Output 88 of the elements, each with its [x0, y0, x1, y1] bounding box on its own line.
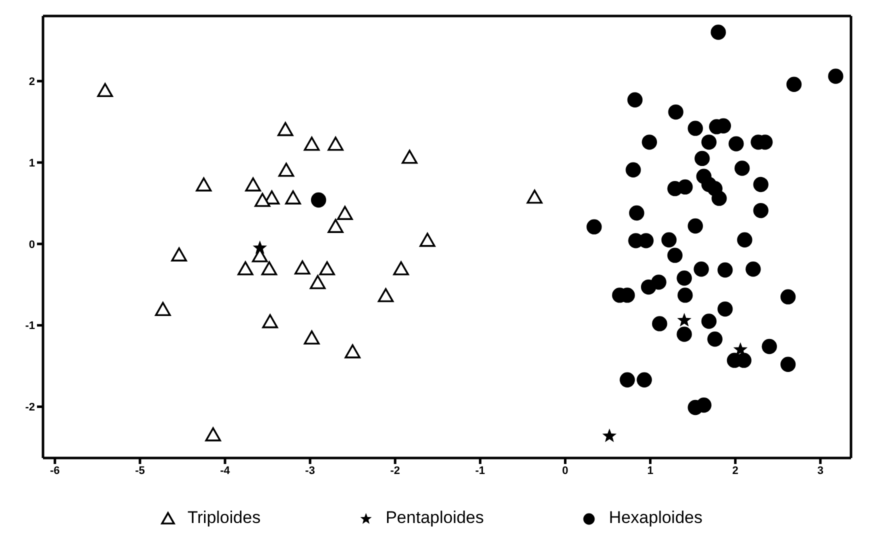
point [310, 192, 326, 208]
point [196, 177, 212, 192]
point [328, 136, 344, 151]
x-tick-label: 2 [732, 464, 738, 477]
point [304, 330, 320, 344]
point [668, 104, 684, 120]
point [688, 120, 703, 136]
legend-label: Hexaploides [608, 508, 702, 528]
point [344, 344, 360, 358]
legend-label: Pentaploides [386, 508, 484, 528]
point [586, 219, 602, 234]
point [688, 218, 703, 234]
point [694, 150, 710, 166]
point [676, 270, 692, 286]
point [661, 232, 677, 248]
point [737, 232, 752, 248]
point [602, 428, 617, 442]
point [780, 356, 796, 372]
point [337, 206, 353, 220]
x-tick-label: -1 [475, 464, 486, 477]
x-tick-label: -3 [305, 464, 315, 477]
point [786, 76, 802, 92]
point [261, 261, 278, 276]
point [319, 261, 335, 276]
legend-label: Triploides [188, 508, 261, 528]
point [420, 232, 436, 247]
x-tick-label: -5 [135, 464, 145, 477]
point [710, 24, 726, 40]
point [753, 202, 768, 218]
point [762, 338, 777, 354]
point [328, 218, 344, 233]
point [701, 314, 717, 329]
point [780, 289, 796, 304]
point [728, 136, 744, 152]
point [378, 288, 394, 302]
x-tick-label: -4 [220, 464, 231, 477]
point [676, 326, 692, 342]
point [746, 262, 761, 277]
point [694, 262, 709, 277]
point [667, 248, 683, 263]
point [155, 302, 171, 316]
point [642, 134, 658, 150]
point [278, 162, 294, 177]
point [707, 332, 723, 347]
point [712, 190, 727, 206]
point [526, 190, 543, 204]
point [677, 312, 692, 326]
point [629, 205, 644, 221]
x-tick-label: 3 [817, 464, 824, 477]
x-tick-label: 0 [562, 464, 568, 477]
point [718, 301, 733, 317]
point [252, 240, 268, 254]
point [696, 397, 712, 413]
point [262, 314, 278, 328]
point [678, 288, 693, 303]
point [718, 262, 733, 278]
point [627, 92, 643, 108]
point [636, 372, 652, 388]
point [626, 162, 641, 178]
point [294, 260, 310, 274]
point [734, 160, 750, 176]
point [620, 372, 635, 388]
point [238, 261, 254, 276]
point [171, 247, 187, 262]
y-tick-label: 2 [28, 76, 35, 88]
point [678, 179, 693, 195]
x-tick-label: -6 [50, 464, 60, 477]
point [285, 190, 301, 204]
point [245, 177, 261, 192]
point [652, 316, 668, 332]
point [304, 136, 320, 151]
y-tick-label: 0 [28, 238, 35, 251]
point [278, 122, 294, 136]
point [97, 82, 113, 98]
point [753, 176, 768, 192]
point [402, 150, 418, 164]
point [651, 274, 666, 290]
point [828, 68, 844, 84]
point [310, 275, 326, 290]
point [254, 192, 270, 207]
y-tick-label: -1 [25, 320, 35, 332]
point [393, 261, 409, 276]
y-tick-label: 1 [28, 157, 35, 170]
x-tick-label: 1 [647, 464, 654, 477]
y-tick-label: -2 [25, 402, 35, 414]
point [701, 134, 717, 150]
point [205, 427, 222, 442]
x-tick-label: -2 [390, 464, 400, 477]
